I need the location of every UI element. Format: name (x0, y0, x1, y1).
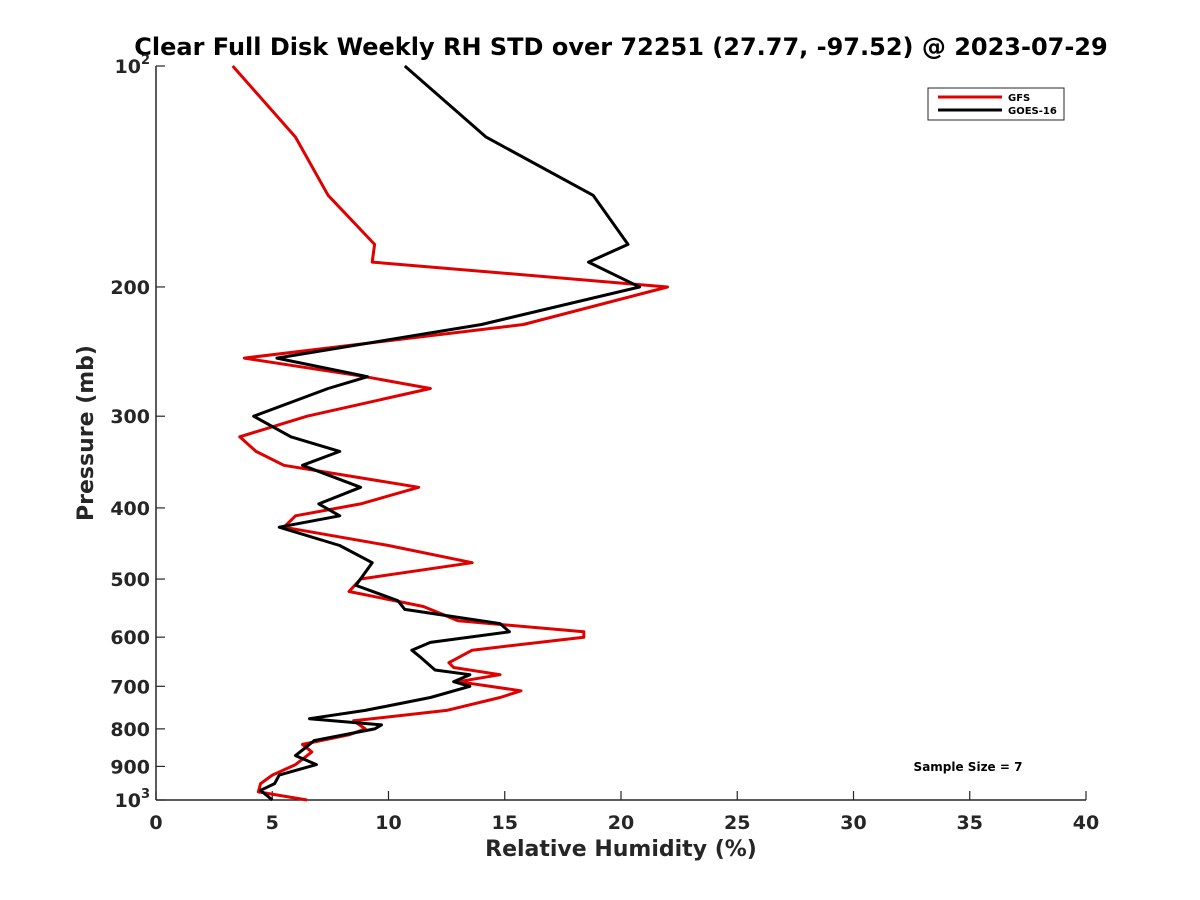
series-line-gfs (231, 65, 669, 802)
y-tick-label: 800 (110, 719, 150, 741)
series-layer (231, 64, 669, 802)
x-tick-label: 25 (724, 812, 750, 834)
y-tick-label: 900 (110, 756, 150, 778)
y-tick-label: 700 (110, 676, 150, 698)
x-tick-label: 5 (266, 812, 279, 834)
series-line-goes-16 (252, 64, 642, 802)
y-tick-label: 103 (115, 787, 151, 812)
y-tick-label: 200 (110, 277, 150, 299)
y-tick-label: 300 (110, 406, 150, 428)
legend-label: GOES-16 (1008, 106, 1057, 117)
legend-label: GFS (1008, 93, 1030, 104)
y-tick-label: 400 (110, 498, 150, 520)
x-tick-label: 20 (608, 812, 634, 834)
legend-box (927, 87, 1065, 121)
y-axis-ticks: 102 200 300 400 500 600 700 800 900 103 (110, 53, 165, 812)
x-axis-ticks: 0 5 10 15 20 25 30 35 40 (149, 791, 1099, 834)
y-tick-label: 600 (110, 627, 150, 649)
x-tick-label: 15 (492, 812, 518, 834)
x-tick-label: 0 (149, 812, 162, 834)
x-tick-label: 40 (1073, 812, 1099, 834)
x-axis-label: Relative Humidity (%) (485, 837, 757, 862)
y-tick-label: 102 (115, 53, 151, 78)
y-tick-label: 500 (110, 569, 150, 591)
y-axis-label: Pressure (mb) (74, 345, 99, 521)
chart-title: Clear Full Disk Weekly RH STD over 72251… (134, 33, 1107, 61)
legend: GFS GOES-16 (927, 87, 1065, 121)
sample-size-annotation: Sample Size = 7 (914, 760, 1023, 774)
x-tick-label: 30 (840, 812, 866, 834)
x-tick-label: 35 (957, 812, 983, 834)
plot-area: 0 5 10 15 20 25 30 35 40 102 200 300 400 500 600 700 80… (110, 53, 1099, 834)
x-tick-label: 10 (375, 812, 401, 834)
